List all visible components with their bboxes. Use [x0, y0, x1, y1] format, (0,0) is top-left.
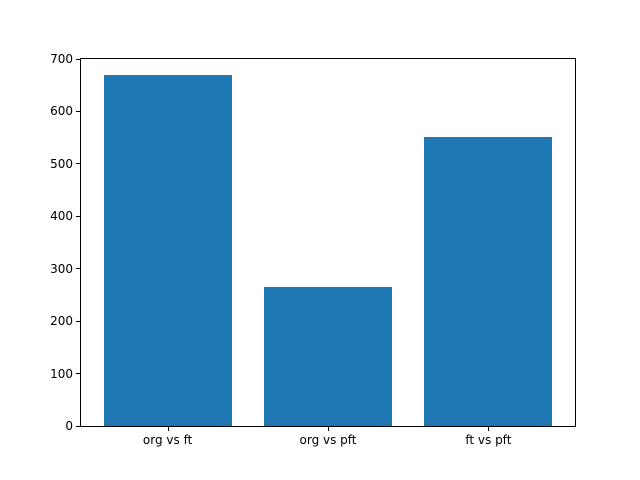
y-tick-mark-100 [76, 373, 80, 375]
y-tick-label-400: 400 [50, 209, 73, 224]
y-tick-mark-500 [76, 163, 80, 165]
bar-org-vs-ft [103, 74, 232, 426]
y-tick-label-500: 500 [50, 156, 73, 171]
y-tick-mark-200 [76, 320, 80, 322]
y-tick-label-600: 600 [50, 104, 73, 119]
x-tick-mark-ft-vs-pft [488, 427, 490, 431]
bar-org-vs-pft [263, 287, 393, 426]
x-tick-label-ft-vs-pft: ft vs pft [465, 433, 512, 447]
y-tick-mark-300 [76, 268, 80, 270]
bar-ft-vs-pft [424, 136, 553, 426]
x-tick-label-org-vs-ft: org vs ft [142, 433, 193, 447]
y-tick-label-700: 700 [50, 52, 73, 66]
y-tick-mark-700 [76, 58, 80, 60]
y-tick-label-100: 100 [50, 366, 73, 381]
y-tick-label-300: 300 [50, 261, 73, 276]
y-tick-mark-600 [76, 110, 80, 112]
x-tick-mark-org-vs-pft [328, 427, 329, 431]
y-tick-label-0: 0 [65, 419, 73, 433]
plot-area: org vs ft org vs pft ft vs pft 0 100 200 300 40… [50, 53, 576, 446]
y-tick-label-200: 200 [50, 314, 73, 329]
y-tick-mark-0 [76, 425, 80, 427]
x-tick-label-org-vs-pft: org vs pft [299, 433, 357, 447]
y-tick-mark-400 [76, 215, 80, 217]
x-tick-mark-org-vs-ft [167, 427, 169, 431]
